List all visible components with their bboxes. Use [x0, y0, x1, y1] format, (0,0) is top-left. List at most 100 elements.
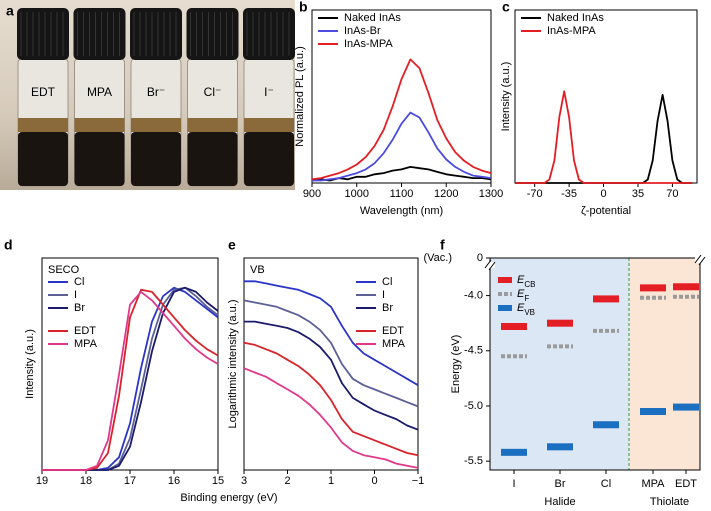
series-line	[244, 280, 419, 386]
legend-label: Br	[382, 302, 393, 314]
x-tick-label: Br	[555, 478, 566, 490]
vial-band	[18, 118, 68, 132]
y-axis-label: Intensity (a.u.)	[24, 329, 36, 399]
legend-label: Cl	[382, 276, 392, 288]
vial-liquid	[18, 132, 68, 186]
legend-swatch	[498, 305, 512, 311]
legend-label: InAs-MPA	[547, 25, 596, 37]
legend-label: I	[382, 289, 385, 301]
level-mark	[501, 448, 527, 456]
x-tick-label: 17	[124, 475, 136, 487]
vial-cap	[73, 8, 126, 60]
group-label: Thiolate	[650, 496, 689, 508]
panel-label: d	[4, 237, 13, 253]
x-tick-label: 1100	[390, 188, 414, 200]
group-region	[490, 258, 629, 470]
series-line	[515, 90, 693, 184]
vial-band	[244, 118, 294, 132]
axis-break-gap	[485, 262, 495, 268]
x-tick-label: -35	[561, 188, 577, 200]
series-line	[42, 291, 219, 471]
legend-label: I	[74, 289, 77, 301]
x-tick-label: 70	[666, 188, 678, 200]
axis-break	[488, 261, 496, 271]
panel-label: c	[502, 0, 510, 15]
x-tick-label: 18	[80, 475, 92, 487]
x-axis-label: ζ-potential	[581, 205, 631, 217]
level-mark	[673, 403, 699, 411]
vial-band	[131, 118, 181, 132]
y-break-label: (Vac.)	[423, 252, 452, 264]
legend-label: InAs-MPA	[344, 38, 393, 50]
y-tick-label: -4.0	[464, 290, 483, 302]
series-line	[243, 299, 419, 408]
legend-label: EVB	[517, 302, 535, 317]
x-tick-label: MPA	[641, 478, 665, 490]
series-line	[311, 58, 492, 181]
x-tick-label: 1000	[345, 188, 369, 200]
legend-label: EF	[517, 288, 529, 303]
legend-label: Cl	[74, 276, 84, 288]
x-tick-label: 1300	[479, 188, 503, 200]
x-tick-label: 1200	[434, 188, 458, 200]
panel-label: f	[440, 237, 445, 253]
photo: EDT MPA Br⁻ Cl⁻ I⁻	[0, 0, 295, 190]
series-line	[244, 320, 419, 431]
y-tick-label: 0	[477, 252, 483, 264]
x-tick-label: EDT	[675, 478, 697, 490]
legend-swatch	[498, 277, 512, 283]
plot-frame	[311, 9, 492, 184]
series-line	[243, 341, 419, 457]
vial-label: MPA	[87, 85, 112, 99]
x-tick-label: -70	[527, 188, 543, 200]
level-mark	[640, 407, 666, 415]
x-tick-label: 900	[303, 188, 321, 200]
legend-label: EDT	[382, 325, 404, 337]
y-axis-label: Logarithmic intensity (a.u.)	[227, 300, 239, 429]
y-tick-label: -5.5	[464, 455, 483, 467]
x-tick-label: 16	[168, 475, 180, 487]
vial-liquid	[131, 132, 181, 186]
legend-label: Naked InAs	[344, 12, 401, 24]
x-tick-label: 15	[212, 475, 224, 487]
y-axis-label: Normalized PL (a.u.)	[294, 46, 306, 146]
legend-label: MPA	[382, 338, 406, 350]
x-tick-label: Cl	[601, 478, 611, 490]
axis-break	[698, 256, 706, 266]
vial-label: Br⁻	[147, 85, 165, 99]
level-mark	[640, 284, 666, 292]
level-mark	[593, 421, 619, 429]
vial-cap	[186, 8, 239, 60]
x-axis-label: Wavelength (nm)	[360, 205, 443, 217]
legend-label: InAs-Br	[344, 25, 381, 37]
vial-label: I⁻	[264, 85, 274, 99]
vial-cap	[17, 8, 69, 60]
panel-label: b	[299, 0, 308, 15]
x-tick-label: 19	[36, 475, 48, 487]
y-axis-label: Intensity (a.u.)	[500, 62, 512, 132]
vial-band	[74, 118, 125, 132]
vial-liquid	[74, 132, 125, 186]
vial-band	[187, 118, 238, 132]
level-mark	[673, 283, 699, 291]
vial-label: Cl⁻	[204, 85, 222, 99]
x-axis-label: Binding energy (eV)	[180, 492, 277, 504]
x-tick-label: 0	[600, 188, 606, 200]
legend-label: Br	[74, 302, 85, 314]
level-mark	[593, 295, 619, 303]
panel-label: e	[228, 237, 236, 253]
y-tick-label: -4.5	[464, 345, 483, 357]
legend-label: EDT	[74, 325, 96, 337]
series-line	[311, 166, 492, 182]
vial-cap	[130, 8, 182, 60]
x-tick-label: 2	[284, 475, 290, 487]
x-tick-label: −1	[412, 475, 425, 487]
plot-frame	[243, 257, 419, 471]
legend-label: MPA	[74, 338, 98, 350]
chart-title: VB	[250, 264, 265, 276]
plot-frame	[489, 257, 701, 471]
x-tick-label: I	[512, 478, 515, 490]
vial-liquid	[187, 132, 238, 186]
vial-cap	[243, 8, 295, 60]
